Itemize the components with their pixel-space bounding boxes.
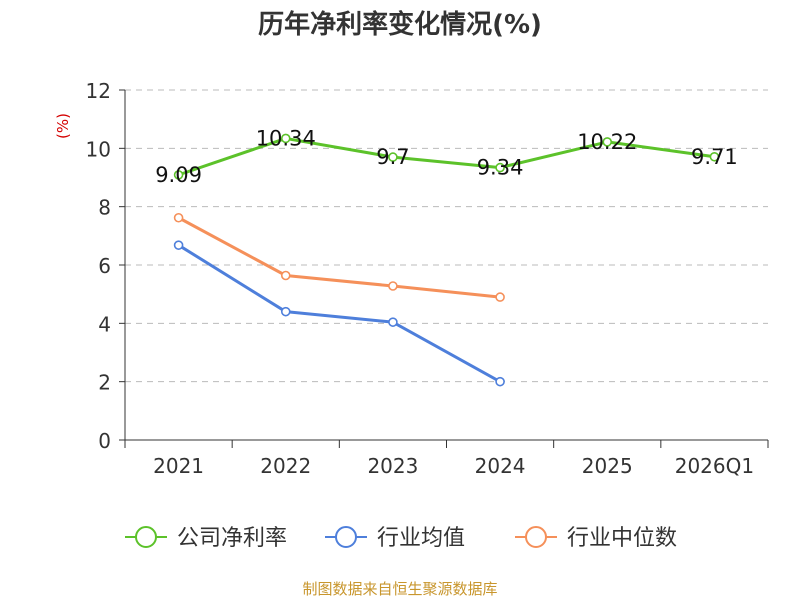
data-point: [495, 292, 505, 302]
legend-label-1: 行业均值: [377, 526, 465, 551]
y-tick-label: 10: [86, 137, 111, 161]
x-tick-label: 2023: [367, 454, 418, 478]
source-note: 制图数据来自恒生聚源数据库: [302, 580, 498, 598]
y-tick-label: 2: [98, 371, 111, 395]
grid-lines: [125, 89, 768, 383]
y-axis-label: (%): [54, 113, 72, 139]
y-tick-label: 12: [86, 79, 111, 103]
x-tick-label: 2024: [475, 454, 526, 478]
data-point: [173, 170, 184, 180]
data-label: 9.34: [477, 156, 524, 180]
data-point: [709, 151, 720, 162]
data-point: [280, 306, 291, 317]
data-label: 9.09: [155, 163, 202, 187]
data-point: [388, 317, 398, 327]
data-label: 10.34: [256, 126, 316, 150]
data-point: [388, 152, 398, 162]
data-point: [173, 212, 184, 223]
data-point: [280, 270, 291, 281]
data-label: 9.7: [376, 145, 409, 169]
y-tick-label: 6: [98, 254, 111, 278]
chart-title: 历年净利率变化情况(%): [258, 10, 542, 40]
legend-marker-0: [135, 526, 157, 548]
x-tick-label: 2021: [153, 454, 204, 478]
y-tick-label: 4: [98, 312, 111, 336]
data-point: [495, 162, 505, 173]
legend-label-0: 公司净利率: [177, 526, 287, 551]
x-tick-label: 2025: [582, 454, 633, 478]
axes: 0 2 4 6 8 10 12 2021 2022 2023 2024 2025 2026Q1: [86, 79, 769, 478]
y-tick-label: 0: [98, 429, 111, 453]
data-point: [388, 281, 398, 291]
data-label: 10.22: [577, 130, 637, 154]
data-point: [602, 137, 613, 147]
data-point: [495, 376, 505, 387]
legend-marker-2: [525, 526, 547, 548]
legend: 公司净利率 行业均值 行业中位数: [125, 526, 677, 551]
data-point: [280, 133, 291, 144]
data-label: 9.71: [691, 145, 738, 169]
data-point: [173, 240, 184, 250]
series-line-2: [177, 216, 501, 299]
legend-marker-1: [335, 526, 357, 548]
x-tick-label: 2026Q1: [675, 454, 754, 478]
legend-label-2: 行业中位数: [567, 526, 677, 551]
series-line-0: [178, 136, 715, 177]
series-line-1: [177, 243, 501, 383]
series-lines: [173, 133, 720, 387]
y-tick-label: 8: [98, 196, 111, 220]
x-tick-label: 2022: [260, 454, 311, 478]
data-labels: 9.09 10.34 9.7 9.34 10.22 9.71: [155, 126, 738, 186]
